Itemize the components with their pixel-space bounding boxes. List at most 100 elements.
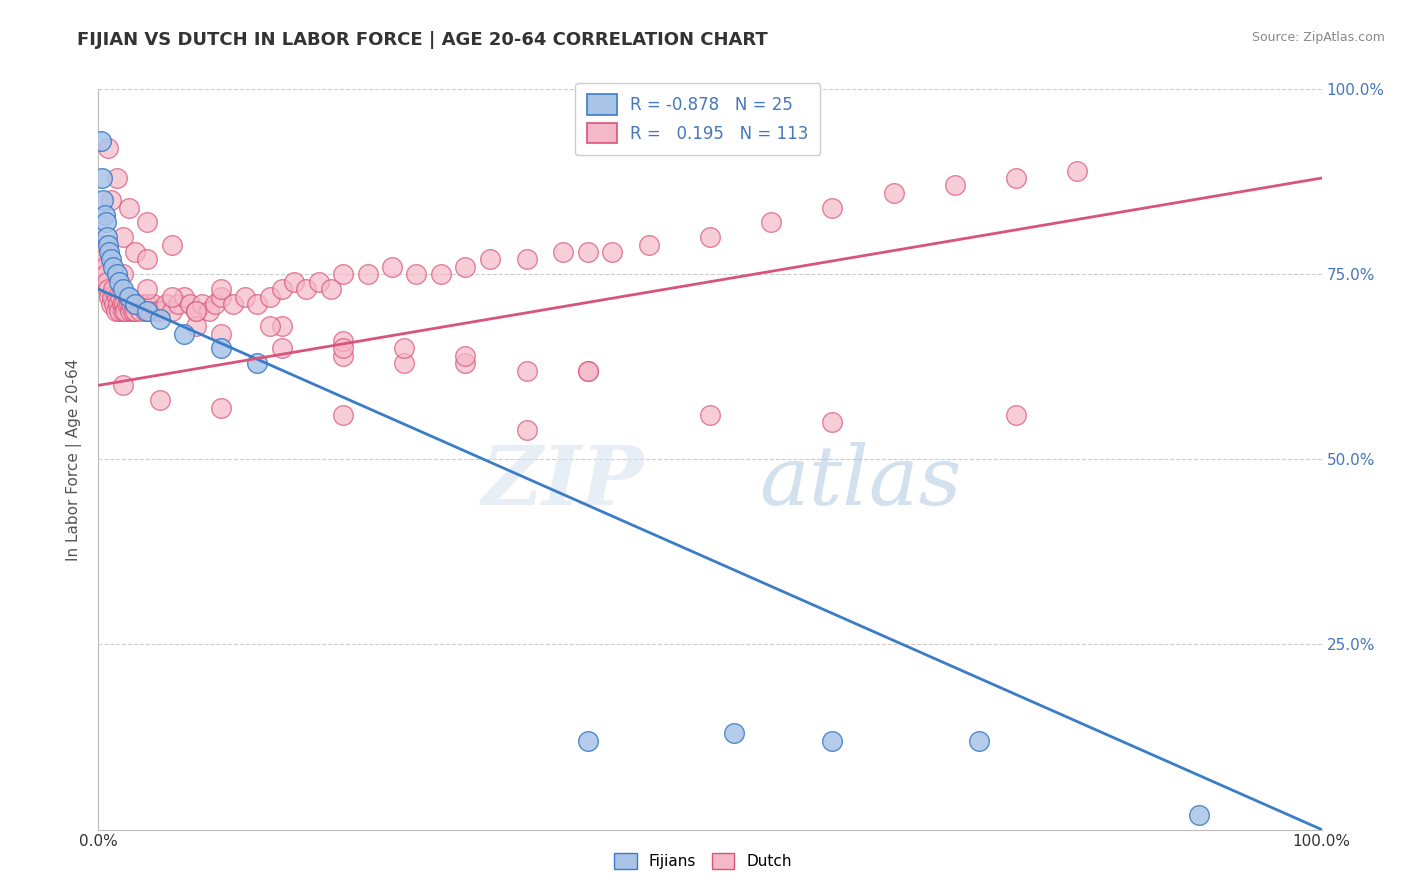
- Point: [233, 289, 256, 303]
- Point: [94, 268, 117, 282]
- Text: Source: ZipAtlas.com: Source: ZipAtlas.com: [1251, 31, 1385, 45]
- Point: [112, 297, 135, 311]
- Point: [204, 297, 226, 311]
- Point: [332, 349, 354, 363]
- Point: [821, 201, 844, 215]
- Legend: R = -0.878   N = 25, R =   0.195   N = 113: R = -0.878 N = 25, R = 0.195 N = 113: [575, 83, 820, 155]
- Point: [332, 334, 354, 348]
- Point: [91, 194, 114, 208]
- Point: [93, 260, 115, 274]
- Point: [114, 304, 136, 318]
- Point: [576, 363, 599, 377]
- Point: [122, 297, 145, 311]
- Point: [209, 326, 232, 341]
- Point: [91, 252, 114, 267]
- Point: [1004, 171, 1026, 186]
- Point: [124, 297, 146, 311]
- Point: [104, 304, 127, 318]
- Point: [478, 252, 501, 267]
- Point: [134, 304, 156, 318]
- Point: [821, 733, 844, 747]
- Point: [699, 408, 721, 422]
- Point: [1004, 408, 1026, 422]
- Point: [197, 304, 219, 318]
- Point: [131, 297, 153, 311]
- Point: [600, 245, 623, 260]
- Point: [118, 201, 141, 215]
- Point: [173, 289, 195, 303]
- Point: [97, 282, 120, 296]
- Point: [392, 341, 416, 355]
- Point: [100, 194, 122, 208]
- Point: [105, 289, 128, 303]
- Point: [454, 260, 477, 274]
- Point: [699, 230, 721, 244]
- Point: [191, 297, 214, 311]
- Point: [124, 245, 146, 260]
- Point: [107, 297, 129, 311]
- Point: [356, 268, 378, 282]
- Point: [295, 282, 318, 296]
- Point: [142, 297, 165, 311]
- Point: [127, 297, 149, 311]
- Point: [332, 408, 354, 422]
- Point: [120, 304, 142, 318]
- Point: [101, 289, 124, 303]
- Point: [129, 304, 152, 318]
- Point: [259, 319, 281, 334]
- Point: [246, 297, 269, 311]
- Point: [93, 208, 115, 222]
- Point: [118, 289, 141, 303]
- Point: [136, 282, 159, 296]
- Point: [515, 363, 537, 377]
- Point: [149, 311, 172, 326]
- Point: [246, 356, 269, 370]
- Point: [111, 297, 134, 311]
- Point: [111, 282, 134, 296]
- Point: [576, 363, 599, 377]
- Point: [136, 252, 159, 267]
- Point: [209, 401, 232, 415]
- Point: [120, 297, 142, 311]
- Point: [943, 178, 966, 193]
- Point: [967, 733, 990, 747]
- Point: [98, 245, 121, 260]
- Point: [209, 282, 232, 296]
- Point: [283, 275, 305, 289]
- Point: [270, 341, 294, 355]
- Point: [146, 304, 169, 318]
- Point: [91, 245, 114, 260]
- Text: ZIP: ZIP: [482, 442, 644, 522]
- Point: [1188, 807, 1211, 822]
- Point: [332, 341, 354, 355]
- Point: [515, 423, 537, 437]
- Point: [515, 252, 537, 267]
- Point: [392, 356, 416, 370]
- Point: [430, 268, 453, 282]
- Point: [222, 297, 245, 311]
- Point: [139, 304, 162, 318]
- Point: [821, 415, 844, 429]
- Point: [576, 245, 599, 260]
- Text: atlas: atlas: [759, 442, 962, 522]
- Point: [381, 260, 404, 274]
- Point: [576, 733, 599, 747]
- Point: [186, 304, 208, 318]
- Legend: Fijians, Dutch: Fijians, Dutch: [607, 847, 799, 875]
- Point: [100, 252, 122, 267]
- Point: [136, 215, 159, 229]
- Point: [98, 289, 121, 303]
- Point: [308, 275, 330, 289]
- Point: [97, 141, 120, 155]
- Point: [103, 297, 125, 311]
- Point: [259, 289, 281, 303]
- Point: [160, 289, 183, 303]
- Point: [105, 171, 128, 186]
- Point: [332, 268, 354, 282]
- Y-axis label: In Labor Force | Age 20-64: In Labor Force | Age 20-64: [66, 359, 83, 560]
- Point: [454, 349, 477, 363]
- Point: [111, 268, 134, 282]
- Point: [186, 304, 208, 318]
- Point: [101, 282, 124, 296]
- Point: [136, 297, 159, 311]
